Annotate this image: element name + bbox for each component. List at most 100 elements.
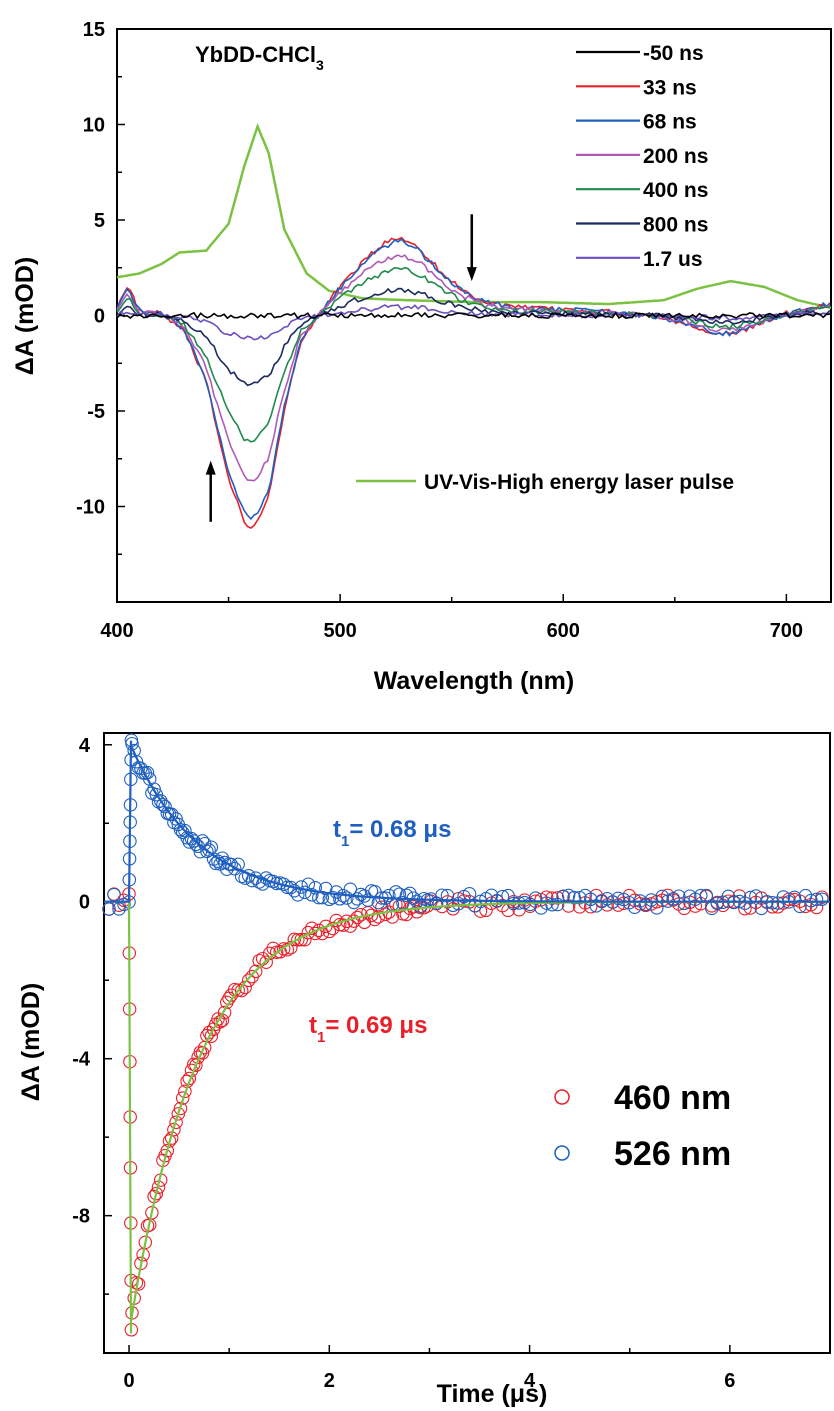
data-point bbox=[291, 888, 305, 902]
y-tick-label: -5 bbox=[87, 401, 105, 423]
data-point bbox=[776, 890, 791, 904]
data-point bbox=[189, 837, 203, 852]
data-point bbox=[350, 892, 365, 906]
y-tick-label: 0 bbox=[94, 306, 105, 328]
x-axis-label: Wavelength (nm) bbox=[374, 667, 574, 695]
legend: 460 nm 526 nm bbox=[554, 1079, 731, 1173]
chart-title: YbDD-CHCl3 bbox=[195, 42, 324, 73]
data-point bbox=[545, 897, 559, 912]
data-point bbox=[550, 891, 565, 905]
legend-label-460: 460 nm bbox=[614, 1079, 731, 1117]
data-point bbox=[291, 933, 305, 947]
data-point bbox=[107, 887, 121, 902]
data-point bbox=[392, 887, 407, 901]
data-points-group bbox=[102, 733, 829, 1337]
lifetime-annotation-526: t1= 0.68 μs bbox=[333, 816, 451, 850]
x-tick-label: 0 bbox=[123, 1370, 134, 1392]
x-tick-label: 2 bbox=[324, 1370, 335, 1392]
tick-marks bbox=[104, 744, 831, 1353]
legend-label: 800 ns bbox=[643, 214, 708, 237]
y-tick-label: -10 bbox=[76, 497, 105, 519]
data-point bbox=[241, 973, 256, 988]
data-point bbox=[173, 823, 188, 837]
data-point bbox=[145, 1206, 159, 1220]
data-point bbox=[252, 875, 266, 889]
legend-label: 400 ns bbox=[643, 179, 708, 202]
data-point bbox=[217, 1005, 232, 1020]
x-tick-label: 4 bbox=[524, 1370, 536, 1392]
data-point bbox=[371, 895, 386, 910]
data-point bbox=[200, 844, 214, 859]
data-point bbox=[435, 888, 449, 903]
data-point bbox=[202, 843, 216, 857]
y-tick-label: -4 bbox=[72, 1049, 91, 1071]
x-axis-label: Time (μs) bbox=[437, 1380, 548, 1408]
data-point bbox=[167, 1122, 181, 1137]
legend-label: UV-Vis-High energy laser pulse bbox=[424, 471, 734, 494]
data-point bbox=[162, 1134, 177, 1148]
x-tick-labels: 0 2 4 6 bbox=[123, 1370, 735, 1392]
data-point bbox=[169, 1115, 183, 1130]
series-line bbox=[116, 266, 830, 443]
data-point bbox=[164, 807, 179, 822]
kinetics-panel: 0 2 4 6 4 0 -4 -8 t1= 0.68 μs t1= 0.69 μs 460 … bbox=[17, 732, 831, 1408]
data-point bbox=[329, 885, 344, 899]
data-point bbox=[743, 890, 758, 905]
y-tick-label: 15 bbox=[83, 19, 105, 41]
data-point bbox=[227, 861, 242, 876]
legend-label: 68 ns bbox=[643, 111, 697, 134]
data-point bbox=[127, 743, 141, 758]
y-tick-label: 10 bbox=[83, 115, 105, 137]
data-point bbox=[175, 1091, 190, 1105]
series-line bbox=[116, 238, 831, 521]
y-tick-label: 4 bbox=[79, 735, 91, 757]
data-point bbox=[399, 888, 414, 903]
data-point bbox=[382, 888, 396, 903]
x-tick-label: 700 bbox=[770, 620, 803, 642]
lifetime-annotation-460: t1= 0.69 μs bbox=[309, 1012, 427, 1046]
data-point bbox=[333, 892, 347, 906]
arrow-head bbox=[205, 460, 216, 475]
fit-line bbox=[104, 900, 830, 1334]
data-point bbox=[259, 955, 273, 969]
series-line bbox=[116, 287, 831, 387]
data-point bbox=[195, 1046, 210, 1060]
data-point bbox=[231, 857, 245, 872]
data-point bbox=[173, 1101, 188, 1116]
legend: -50 ns 33 ns 68 ns 200 ns 400 ns 800 ns 1.7 us bbox=[576, 42, 708, 271]
legend-label: 33 ns bbox=[643, 76, 697, 99]
y-tick-label: 0 bbox=[79, 892, 90, 914]
data-point bbox=[156, 798, 170, 812]
data-point bbox=[710, 896, 725, 911]
legend-marker-526 bbox=[554, 1145, 570, 1161]
reference-legend: UV-Vis-High energy laser pulse bbox=[356, 471, 734, 494]
legend-label-526: 526 nm bbox=[614, 1135, 731, 1173]
tick-marks bbox=[116, 28, 788, 603]
x-tick-label: 500 bbox=[323, 620, 356, 642]
series-line-reference bbox=[116, 122, 832, 310]
data-point bbox=[178, 823, 192, 838]
y-tick-labels: 4 0 -4 -8 bbox=[72, 735, 91, 1228]
data-point bbox=[305, 888, 319, 902]
legend-label: -50 ns bbox=[643, 42, 704, 65]
x-tick-label: 400 bbox=[100, 620, 133, 642]
legend-label: 1.7 us bbox=[643, 248, 703, 271]
y-axis-label: ΔA (mOD) bbox=[11, 257, 39, 375]
y-tick-labels: 15 10 5 0 -5 -10 bbox=[76, 19, 105, 519]
arrow-group bbox=[205, 214, 477, 522]
data-point bbox=[361, 893, 375, 907]
y-tick-label: -8 bbox=[72, 1206, 90, 1228]
data-point bbox=[567, 890, 581, 905]
y-tick-label: 5 bbox=[94, 210, 105, 232]
legend-marker-460 bbox=[554, 1089, 570, 1105]
series-group bbox=[116, 122, 832, 530]
data-point bbox=[158, 799, 172, 814]
legend-label: 200 ns bbox=[643, 145, 708, 168]
data-point bbox=[451, 896, 466, 911]
data-point bbox=[572, 890, 587, 905]
plot-frame bbox=[103, 732, 831, 1354]
data-point bbox=[326, 921, 340, 936]
data-point bbox=[147, 782, 161, 796]
data-point bbox=[301, 925, 316, 940]
